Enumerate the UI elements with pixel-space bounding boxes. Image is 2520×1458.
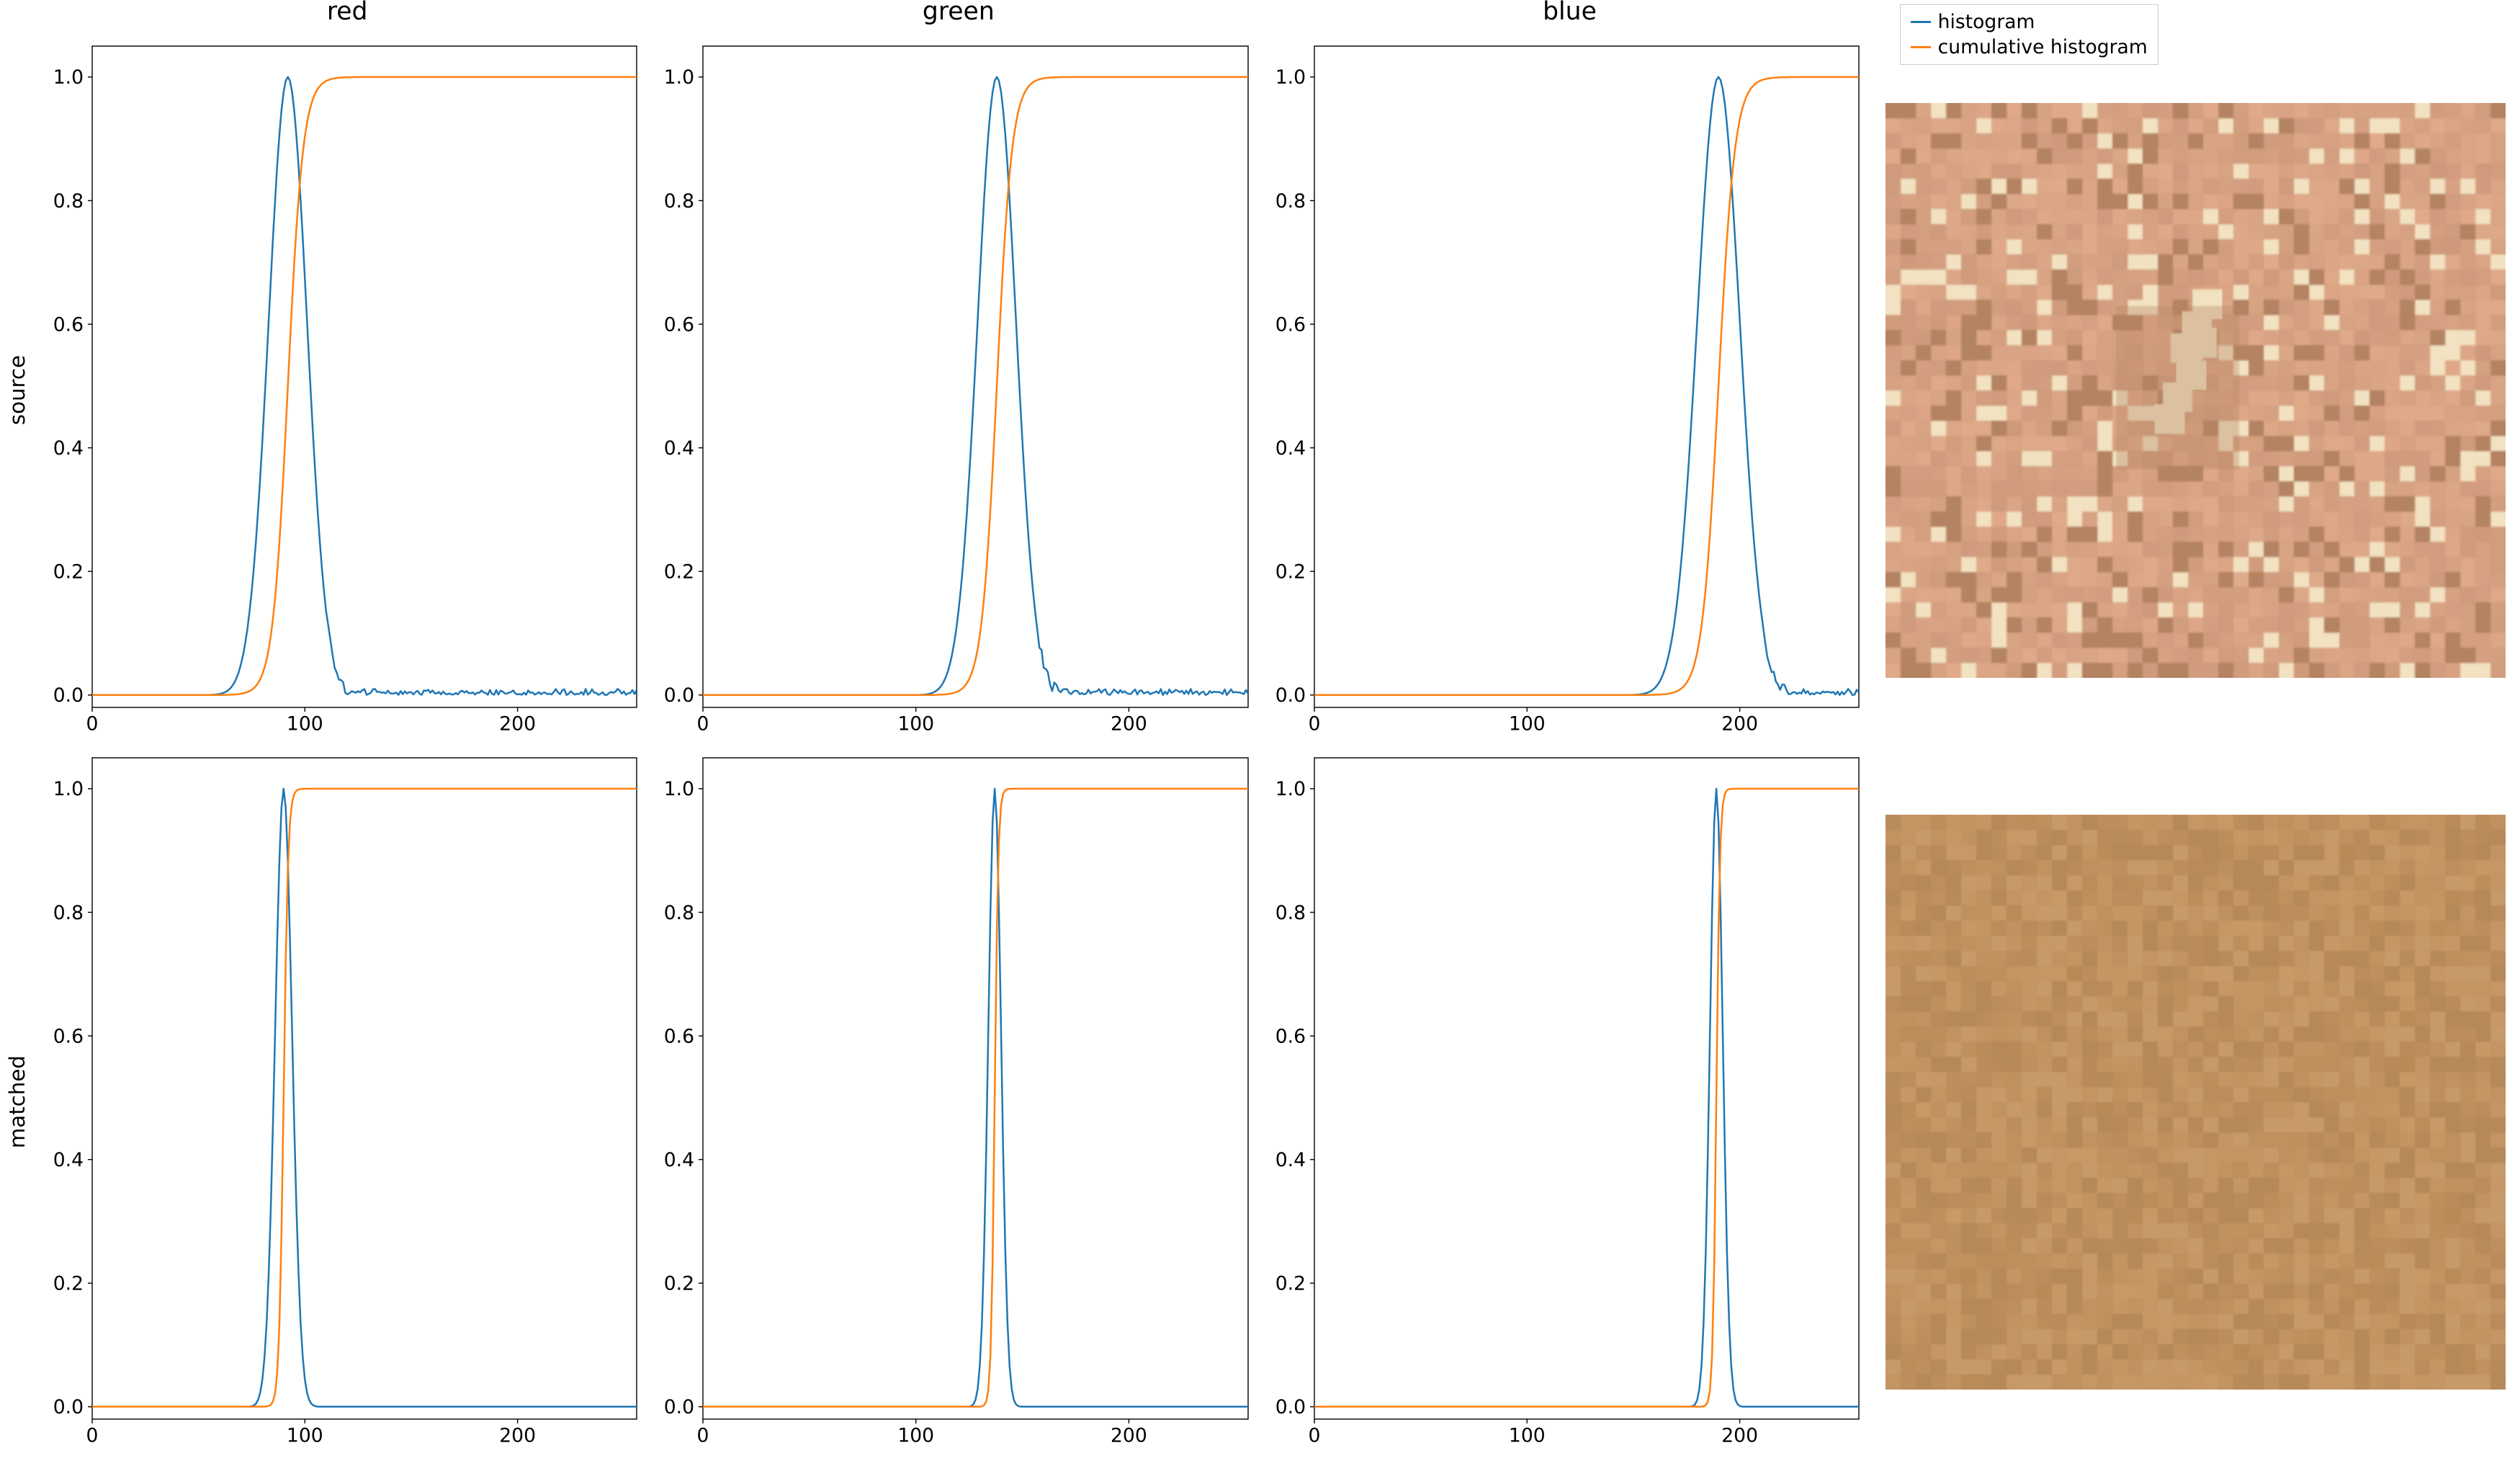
svg-text:200: 200 xyxy=(1111,712,1147,735)
svg-text:1.0: 1.0 xyxy=(1275,778,1306,800)
svg-text:0.8: 0.8 xyxy=(664,190,694,213)
legend-swatch xyxy=(1911,21,1931,23)
svg-text:0.0: 0.0 xyxy=(1275,684,1306,707)
svg-text:0: 0 xyxy=(86,712,99,735)
svg-text:0.6: 0.6 xyxy=(53,313,84,336)
col-title-red: red xyxy=(52,0,642,27)
svg-text:0.0: 0.0 xyxy=(664,684,694,707)
svg-text:0.4: 0.4 xyxy=(664,437,694,460)
svg-text:0.0: 0.0 xyxy=(53,1396,84,1418)
svg-text:0.4: 0.4 xyxy=(1275,1149,1306,1171)
chart-matched-green: 01002000.00.20.40.60.81.0 xyxy=(663,753,1254,1451)
svg-text:200: 200 xyxy=(1722,712,1759,735)
svg-text:0.2: 0.2 xyxy=(53,1273,84,1295)
col-title-green: green xyxy=(663,0,1254,27)
legend: histogram cumulative histogram xyxy=(1900,4,2158,65)
svg-text:100: 100 xyxy=(1509,712,1546,735)
legend-swatch xyxy=(1911,46,1931,48)
series-histogram xyxy=(703,789,1248,1407)
svg-text:0.4: 0.4 xyxy=(53,1149,84,1171)
series-histogram xyxy=(92,789,637,1407)
svg-text:0.4: 0.4 xyxy=(1275,437,1306,460)
row-label-matched: matched xyxy=(5,1055,30,1148)
svg-text:0.2: 0.2 xyxy=(1275,561,1306,583)
svg-text:1.0: 1.0 xyxy=(53,66,84,89)
svg-text:0.2: 0.2 xyxy=(53,561,84,583)
svg-text:0.2: 0.2 xyxy=(664,1273,694,1295)
image-matched xyxy=(1885,815,2506,1390)
series-cumulative xyxy=(92,789,637,1407)
svg-text:0.8: 0.8 xyxy=(1275,190,1306,213)
svg-text:0.4: 0.4 xyxy=(53,437,84,460)
svg-text:0.8: 0.8 xyxy=(53,902,84,924)
legend-label: cumulative histogram xyxy=(1938,36,2148,58)
svg-text:0.0: 0.0 xyxy=(664,1396,694,1418)
series-histogram xyxy=(703,77,1248,695)
series-cumulative xyxy=(1314,77,1859,695)
series-cumulative xyxy=(1314,789,1859,1407)
svg-text:0.8: 0.8 xyxy=(53,190,84,213)
svg-text:0.6: 0.6 xyxy=(1275,1025,1306,1047)
series-histogram xyxy=(92,77,637,695)
series-cumulative xyxy=(703,77,1248,695)
svg-text:1.0: 1.0 xyxy=(664,66,694,89)
svg-text:1.0: 1.0 xyxy=(53,778,84,800)
svg-text:0.2: 0.2 xyxy=(1275,1273,1306,1295)
legend-label: histogram xyxy=(1938,11,2035,33)
svg-text:0.4: 0.4 xyxy=(664,1149,694,1171)
svg-text:100: 100 xyxy=(898,712,935,735)
chart-source-red: 0 100 200 0.0 0.2 0.4 0.6 0.8 1.0 xyxy=(52,42,642,739)
chart-matched-blue: 01002000.00.20.40.60.81.0 xyxy=(1274,753,1865,1451)
chart-matched-red: 01002000.00.20.40.60.81.0 xyxy=(52,753,642,1451)
series-histogram xyxy=(1314,789,1859,1407)
series-cumulative xyxy=(703,789,1248,1407)
svg-text:0.8: 0.8 xyxy=(1275,902,1306,924)
svg-text:0.0: 0.0 xyxy=(53,684,84,707)
chart-source-green: 0 100 200 0.0 0.2 0.4 0.6 0.8 1.0 xyxy=(663,42,1254,739)
svg-text:0: 0 xyxy=(697,712,709,735)
series-histogram xyxy=(1314,77,1859,695)
col-title-blue: blue xyxy=(1274,0,1865,27)
svg-text:100: 100 xyxy=(287,712,323,735)
chart-source-blue: 0 100 200 0.0 0.2 0.4 0.6 0.8 1.0 xyxy=(1274,42,1865,739)
svg-text:0.6: 0.6 xyxy=(53,1025,84,1047)
svg-text:0.6: 0.6 xyxy=(664,313,694,336)
svg-text:0.2: 0.2 xyxy=(664,561,694,583)
svg-text:1.0: 1.0 xyxy=(664,778,694,800)
svg-text:1.0: 1.0 xyxy=(1275,66,1306,89)
svg-text:0.6: 0.6 xyxy=(664,1025,694,1047)
svg-text:200: 200 xyxy=(499,712,536,735)
svg-text:0.6: 0.6 xyxy=(1275,313,1306,336)
legend-item: histogram xyxy=(1911,9,2148,35)
row-label-source: source xyxy=(5,355,30,425)
svg-text:0: 0 xyxy=(1309,712,1321,735)
svg-text:0.0: 0.0 xyxy=(1275,1396,1306,1418)
legend-item: cumulative histogram xyxy=(1911,35,2148,60)
svg-text:0.8: 0.8 xyxy=(664,902,694,924)
image-source xyxy=(1885,103,2506,678)
series-cumulative xyxy=(92,77,637,695)
